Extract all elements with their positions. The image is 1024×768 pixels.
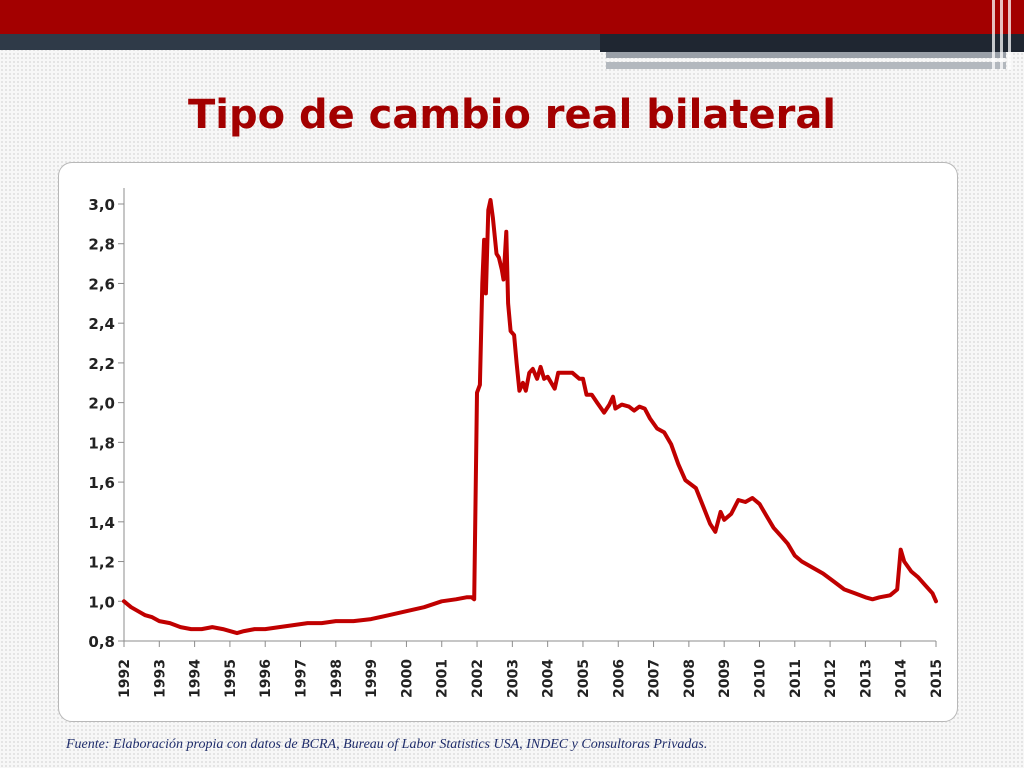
x-tick-label: 2009 [717,659,733,698]
header-strip [606,62,1006,69]
y-tick-label: 2,0 [88,395,115,413]
header-red-band [0,0,1024,34]
y-tick-label: 2,8 [88,236,115,254]
chart-panel: 0,8 1,0 1,2 1,4 1,6 1,8 2,0 2,2 2,4 2,6 2,8 3,0 1992… [58,162,958,722]
y-tick-label: 2,2 [88,355,115,373]
y-tick-label: 0,8 [88,633,115,651]
x-tick-label: 1999 [364,659,380,698]
x-tick-label: 2001 [435,659,451,698]
x-tick-label: 1995 [223,659,239,698]
x-tick-label: 2006 [611,659,627,698]
y-tick-label: 1,0 [88,593,115,611]
x-tick-label: 2007 [647,659,663,698]
x-tick-label: 1992 [117,659,133,698]
slide-title: Tipo de cambio real bilateral [187,92,837,138]
x-tick-label: 2008 [682,659,698,698]
x-tick-label: 2004 [541,659,557,698]
x-tick-label: 2005 [576,659,592,698]
x-tick-label: 2012 [823,659,839,698]
header-edge-line [992,0,995,70]
y-tick-label: 3,0 [88,196,115,214]
header-dark-band-right [600,34,1024,52]
y-tick-label: 2,6 [88,275,115,293]
x-tick-label: 1994 [188,659,204,698]
y-tick-label: 2,4 [88,315,115,333]
x-tick-label: 2002 [470,659,486,698]
x-tick-label: 2013 [858,659,874,698]
header-strip [606,52,1006,58]
x-tick-label: 1998 [329,659,345,698]
x-tick-label: 2015 [929,659,945,698]
source-note: Fuente: Elaboración propia con datos de … [66,737,708,752]
x-tick-label: 2011 [788,659,804,698]
series-line [122,198,938,636]
y-tick-label: 1,4 [88,514,115,532]
line-chart: 0,8 1,0 1,2 1,4 1,6 1,8 2,0 2,2 2,4 2,6 2,8 3,0 1992… [88,188,945,698]
x-tick-label: 2010 [752,659,768,698]
x-tick-label: 1996 [258,659,274,698]
header-edge-line [1000,0,1003,70]
x-tick-label: 1997 [294,659,310,698]
x-tick-label: 2000 [399,659,415,698]
x-tick-label: 2014 [894,659,910,698]
y-tick-label: 1,8 [88,434,115,452]
x-tick-label: 1993 [152,659,168,698]
x-tick-label: 2003 [505,659,521,698]
y-tick-label: 1,2 [88,554,115,572]
header-edge-line [1008,0,1011,70]
y-tick-label: 1,6 [88,474,115,492]
